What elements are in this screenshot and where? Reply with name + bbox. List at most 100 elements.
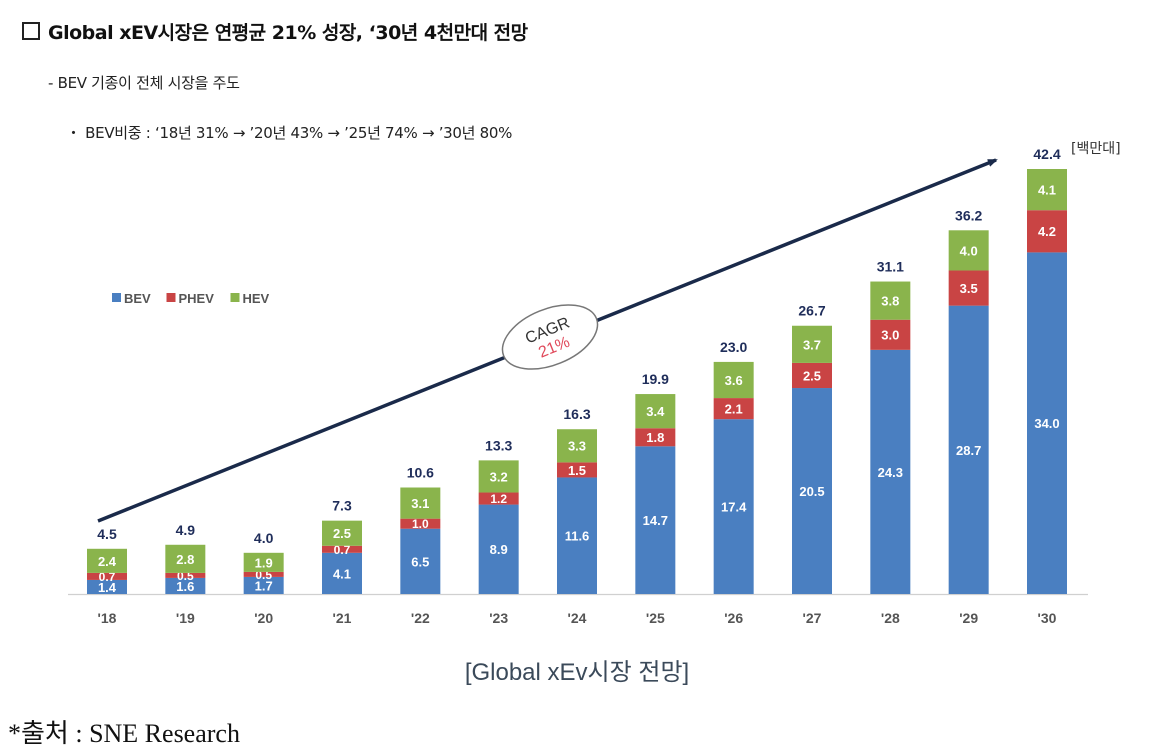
segment-value-label: 24.3: [878, 465, 903, 480]
bar-segment-phev: [87, 572, 127, 580]
bar-group: 17.4 2.1 3.6 23.0 '26: [713, 339, 754, 626]
segment-value-label: 34.0: [1034, 416, 1059, 431]
legend-swatch-bev: [112, 293, 121, 302]
segment-value-label: 2.5: [333, 526, 351, 541]
bar-segment-hev: [1027, 169, 1067, 211]
bar-segment-phev: [243, 571, 284, 577]
bar-segment-bev: [635, 446, 676, 594]
cagr-annotation: CAGR 21%: [501, 304, 599, 370]
bar-segment-bev: [713, 419, 754, 594]
x-tick-label: '23: [489, 610, 508, 626]
bar-group: 1.70.51.94.0'20: [243, 530, 284, 626]
x-tick-label: '25: [646, 610, 665, 626]
segment-value-label: 1.0: [412, 517, 429, 531]
total-label: 26.7: [798, 303, 825, 319]
bar-segment-phev: [635, 428, 676, 447]
cagr-ellipse: [501, 304, 599, 370]
stacked-bar-chart: 1.40.72.44.5'181.60.52.84.9'191.70.51.94…: [68, 141, 1121, 626]
bar-segment-phev: [557, 462, 597, 478]
total-label: 4.5: [97, 526, 117, 542]
segment-value-label: 1.4: [98, 580, 117, 595]
segment-value-label: 0.7: [99, 570, 116, 584]
bar-segment-bev: [400, 528, 441, 594]
bar-segment-hev: [713, 361, 754, 399]
x-tick-label: '27: [803, 610, 822, 626]
bar-group: 20.5 2.5 3.7 26.7 '27: [792, 303, 832, 626]
bar-group: 14.7 1.8 3.4 19.9 '25: [635, 371, 676, 626]
segment-value-label: 2.4: [98, 554, 117, 569]
bar-segment-bev: [792, 388, 832, 594]
bar-segment-hev: [165, 544, 206, 573]
segment-value-label: 3.3: [568, 439, 586, 454]
bar-segment-bev: [87, 579, 127, 594]
segment-value-label: 4.0: [960, 243, 978, 258]
total-label: 13.3: [485, 437, 512, 453]
segment-value-label: 4.1: [333, 566, 351, 581]
segment-value-label: 11.6: [565, 529, 590, 544]
segment-value-label: 17.4: [721, 500, 747, 515]
segment-value-label: 3.7: [803, 337, 821, 352]
bar-segment-bev: [948, 305, 989, 594]
bar-segment-bev: [557, 477, 597, 594]
segment-value-label: 4.1: [1038, 183, 1056, 198]
legend-label-phev: PHEV: [179, 291, 215, 306]
bar-group: 28.7 3.5 4.0 36.2 '29: [948, 207, 989, 626]
legend-swatch-hev: [230, 293, 240, 302]
page-title: Global xEV시장은 연평균 21% 성장, ‘30년 4천만대 전망: [22, 18, 528, 45]
total-label: 19.9: [642, 371, 669, 387]
bar-segment-phev: [400, 518, 441, 529]
x-tick-label: '24: [568, 610, 587, 626]
bar-segment-phev: [870, 319, 911, 350]
bar-segment-hev: [792, 325, 832, 363]
bar-segment-hev: [557, 429, 597, 463]
bar-segment-bev: [870, 349, 911, 594]
x-tick-label: '20: [254, 610, 273, 626]
total-label: 23.0: [720, 339, 747, 355]
legend: BEV PHEV HEV: [112, 291, 270, 306]
bar-group: 24.3 3.0 3.8 31.1 '28: [870, 259, 911, 626]
x-tick-label: '22: [411, 610, 430, 626]
legend-swatch-phev: [166, 293, 176, 302]
segment-value-label: 3.1: [411, 496, 429, 511]
legend-label-bev: BEV: [124, 291, 151, 306]
x-tick-label: '28: [881, 610, 900, 626]
bar-segment-bev: [478, 504, 519, 594]
bar-segment-phev: [713, 398, 754, 420]
bar-group: 8.9 1.2 3.2 13.3 '23: [478, 437, 519, 626]
segment-value-label: 8.9: [490, 542, 508, 557]
total-label: 10.6: [407, 465, 434, 481]
source-note: *출처 : SNE Research: [8, 719, 240, 748]
total-label: 42.4: [1033, 146, 1060, 162]
segment-value-label: 1.6: [176, 579, 194, 594]
segment-value-label: 1.5: [568, 463, 586, 478]
bar-segment-bev: [165, 577, 206, 594]
bar-segment-hev: [870, 281, 911, 320]
segment-value-label: 3.8: [881, 294, 899, 309]
bar-group: 6.5 1.0 3.1 10.6 '22: [400, 465, 441, 626]
bar-segment-bev: [243, 576, 284, 594]
total-label: 16.3: [563, 406, 590, 422]
total-label: 36.2: [955, 207, 982, 223]
segment-value-label: 1.2: [490, 492, 507, 506]
segment-value-label: 1.8: [646, 430, 664, 445]
x-tick-label: '29: [959, 610, 978, 626]
total-label: 4.9: [176, 522, 196, 538]
bar-group: 11.6 1.5 3.3 16.3 '24: [557, 406, 597, 626]
total-label: 7.3: [332, 498, 352, 514]
segment-value-label: 20.5: [799, 484, 824, 499]
bar-segment-hev: [948, 230, 989, 271]
x-tick-label: '21: [333, 610, 352, 626]
bar-segment-phev: [792, 362, 832, 389]
bar-segment-hev: [87, 548, 127, 573]
bar-group: 1.60.52.84.9'19: [165, 522, 206, 626]
x-tick-label: '19: [176, 610, 195, 626]
bar-segment-phev: [165, 572, 206, 578]
segment-value-label: 28.7: [956, 443, 981, 458]
segment-value-label: 3.4: [646, 404, 665, 419]
segment-value-label: 3.5: [960, 281, 978, 296]
bullet-bev-leads: - BEV 기종이 전체 시장을 주도: [48, 74, 240, 92]
bar-group: 4.1 0.7 2.5 7.3 '21: [322, 498, 362, 626]
bar-segment-bev: [1027, 252, 1067, 594]
bar-segment-bev: [322, 552, 362, 594]
segment-value-label: 3.6: [725, 373, 743, 388]
